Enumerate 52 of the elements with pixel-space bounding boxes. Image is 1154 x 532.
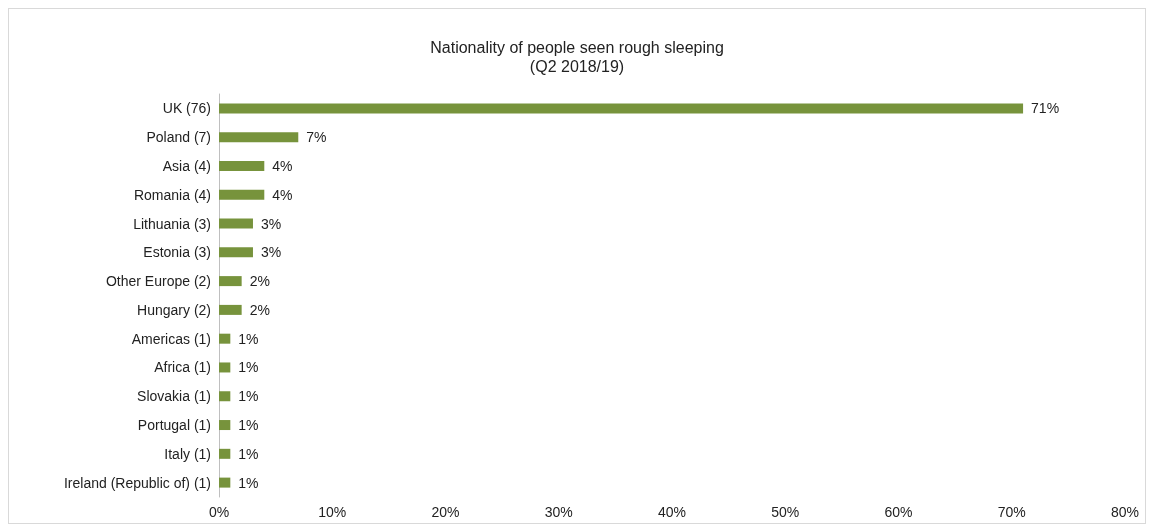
bar — [219, 420, 231, 431]
y-tick-label: Americas (1) — [131, 330, 211, 347]
data-label: 4% — [272, 186, 293, 203]
bar — [219, 103, 1024, 114]
data-label: 3% — [260, 244, 282, 261]
y-tick-label: UK (76) — [162, 100, 211, 117]
x-tick-label: 60% — [884, 504, 913, 520]
x-tick-label: 50% — [771, 504, 800, 520]
x-tick-label: 30% — [544, 504, 573, 520]
y-tick-label: Poland (7) — [146, 129, 211, 146]
y-tick-label: Italy (1) — [164, 445, 211, 462]
x-tick-label: 20% — [431, 504, 460, 520]
bar — [219, 160, 265, 171]
data-label: 1% — [238, 330, 259, 347]
bar — [219, 362, 231, 373]
data-label: 3% — [260, 215, 282, 232]
y-tick-label: Asia (4) — [162, 157, 211, 174]
data-label: 1% — [238, 388, 259, 405]
data-label: 71% — [1031, 100, 1060, 117]
y-tick-label: Other Europe (2) — [105, 273, 211, 290]
data-label: 2% — [249, 273, 270, 290]
y-tick-label: Hungary (2) — [137, 301, 211, 318]
data-label: 1% — [238, 417, 259, 434]
data-label: 1% — [238, 474, 259, 491]
y-tick-label: Lithuania (3) — [133, 215, 211, 232]
data-label: 2% — [249, 301, 270, 318]
bar — [219, 391, 231, 402]
y-tick-label: Portugal (1) — [137, 417, 211, 434]
y-tick-label: Estonia (3) — [143, 244, 211, 261]
bar — [219, 218, 253, 229]
x-tick-label: 0% — [208, 504, 230, 520]
data-label: 1% — [238, 359, 259, 376]
bar — [219, 247, 253, 258]
x-tick-label: 80% — [1110, 504, 1140, 520]
x-tick-label: 10% — [318, 504, 347, 520]
x-tick-label: 70% — [997, 504, 1026, 520]
data-label: 7% — [306, 129, 327, 146]
bar — [219, 333, 231, 344]
bar — [219, 132, 299, 143]
bar — [219, 304, 242, 315]
bar — [219, 276, 242, 287]
chart-title: Nationality of people seen rough sleeping (Q2 2018/19) — [430, 39, 724, 75]
bar — [219, 189, 265, 200]
y-tick-label: Slovakia (1) — [137, 388, 211, 405]
y-tick-label: Romania (4) — [133, 186, 211, 203]
y-tick-label: Africa (1) — [154, 359, 211, 376]
bar — [219, 448, 231, 459]
bar — [219, 477, 231, 488]
data-label: 4% — [272, 157, 293, 174]
data-label: 1% — [238, 445, 259, 462]
x-tick-label: 40% — [657, 504, 687, 520]
y-tick-label: Ireland (Republic of) (1) — [63, 474, 211, 491]
